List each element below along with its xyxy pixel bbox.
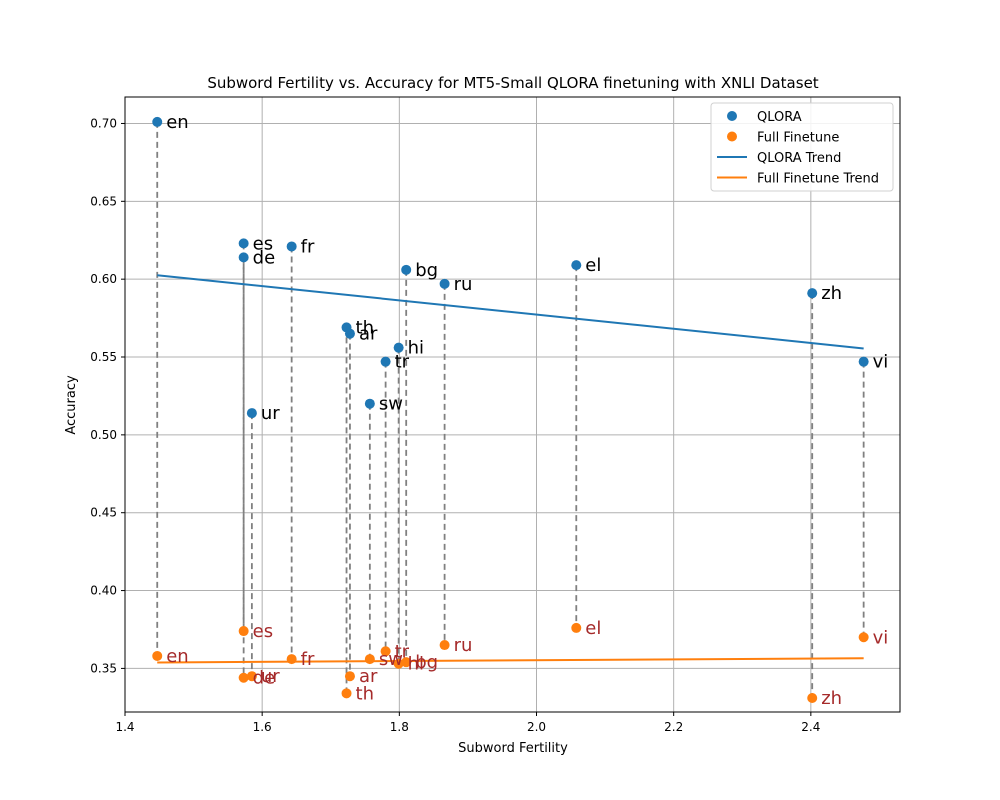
point-qlora-ar — [344, 328, 355, 339]
point-labels: enesdeurfrtharswtrhibgruelzhvienesdeurfr… — [166, 112, 888, 709]
y-tick-label: 0.55 — [90, 350, 117, 364]
point-qlora-vi — [858, 356, 869, 367]
legend-box — [710, 102, 894, 192]
point-full-ar — [344, 671, 355, 682]
point-label: el — [585, 618, 601, 639]
y-tick-label: 0.60 — [90, 272, 117, 286]
point-full-vi — [858, 632, 869, 643]
point-qlora-es — [238, 238, 249, 249]
point-label: tr — [395, 641, 410, 662]
legend-entry-label: QLORA — [757, 110, 802, 125]
point-qlora-ur — [246, 408, 257, 419]
legend-marker — [727, 131, 737, 142]
point-full-th — [341, 688, 352, 699]
y-tick-label: 0.65 — [90, 194, 117, 208]
point-qlora-tr — [380, 356, 391, 367]
legend-marker — [727, 111, 737, 121]
point-qlora-bg — [401, 264, 412, 275]
point-label: en — [166, 112, 188, 133]
point-qlora-hi — [393, 342, 404, 353]
point-label: hi — [408, 654, 424, 675]
point-qlora-en — [152, 116, 163, 127]
point-full-es — [238, 626, 249, 637]
point-full-hi — [393, 658, 404, 669]
axis-ticks: 1.4 1.6 1.8 2.0 2.2 2.4 0.35 0.40 0.45 0.50 0.55 0.… — [90, 116, 820, 734]
x-tick-label: 2.4 — [801, 720, 820, 734]
y-tick-label: 0.50 — [90, 428, 117, 442]
point-label: fr — [301, 649, 315, 670]
point-label: hi — [408, 338, 424, 359]
point-label: bg — [415, 260, 438, 281]
legend-entry-label: Full Finetune — [757, 131, 839, 146]
legend-entry-label: Full Finetune Trend — [757, 172, 879, 187]
point-label: el — [585, 255, 601, 276]
point-full-bg — [401, 657, 412, 668]
point-full-zh — [807, 692, 818, 703]
point-label: ru — [454, 274, 473, 295]
x-axis-label: Subword Fertility — [458, 741, 568, 756]
point-label: tr — [395, 352, 410, 373]
point-full-tr — [380, 646, 391, 657]
x-tick-label: 2.0 — [527, 720, 546, 734]
trend-line — [157, 657, 864, 664]
trend-lines — [157, 274, 864, 664]
x-tick-label: 1.8 — [390, 720, 409, 734]
point-qlora-fr — [286, 241, 297, 252]
point-label: en — [166, 646, 188, 667]
legend: QLORA Full Finetune QLORA Trend Full Finetu… — [710, 102, 894, 192]
point-label: zh — [821, 283, 842, 304]
y-axis-label: Accuracy — [64, 375, 79, 435]
point-label: de — [253, 247, 276, 268]
point-label: vi — [873, 352, 889, 373]
point-full-sw — [364, 654, 375, 665]
trend-line — [157, 274, 864, 350]
connector-lines — [156, 121, 865, 698]
point-label: de — [253, 668, 276, 689]
point-label: ar — [359, 324, 378, 345]
point-label: vi — [873, 627, 889, 648]
y-tick-label: 0.40 — [90, 584, 117, 598]
x-tick-label: 1.6 — [253, 720, 272, 734]
point-qlora-sw — [364, 398, 375, 409]
chart-title: Subword Fertility vs. Accuracy for MT5-S… — [207, 74, 818, 92]
point-full-en — [152, 650, 163, 661]
point-label: th — [356, 683, 374, 704]
point-qlora-de — [238, 252, 249, 263]
point-label: es — [253, 233, 273, 254]
point-label: zh — [821, 688, 842, 709]
point-label: fr — [301, 236, 315, 257]
point-label: th — [356, 317, 374, 338]
point-label: es — [253, 621, 273, 642]
point-label: bg — [415, 652, 438, 673]
data-points — [152, 116, 869, 703]
y-tick-label: 0.45 — [90, 506, 117, 520]
point-label: ur — [261, 403, 280, 424]
point-full-ur — [246, 671, 257, 682]
point-full-de — [238, 672, 249, 683]
point-label: sw — [379, 394, 403, 415]
point-qlora-zh — [807, 288, 818, 299]
point-qlora-el — [571, 260, 582, 271]
point-full-el — [571, 622, 582, 633]
legend-entry-label: QLORA Trend — [757, 151, 841, 166]
point-label: ru — [454, 635, 473, 656]
point-full-ru — [439, 640, 450, 651]
x-tick-label: 2.2 — [664, 720, 683, 734]
x-tick-label: 1.4 — [115, 720, 134, 734]
point-full-fr — [286, 654, 297, 665]
point-label: ur — [261, 666, 280, 687]
point-qlora-ru — [439, 278, 450, 289]
y-tick-label: 0.70 — [90, 116, 117, 130]
point-label: sw — [379, 649, 403, 670]
y-tick-label: 0.35 — [90, 661, 117, 675]
plot-frame — [124, 96, 901, 713]
point-label: ar — [359, 666, 378, 687]
